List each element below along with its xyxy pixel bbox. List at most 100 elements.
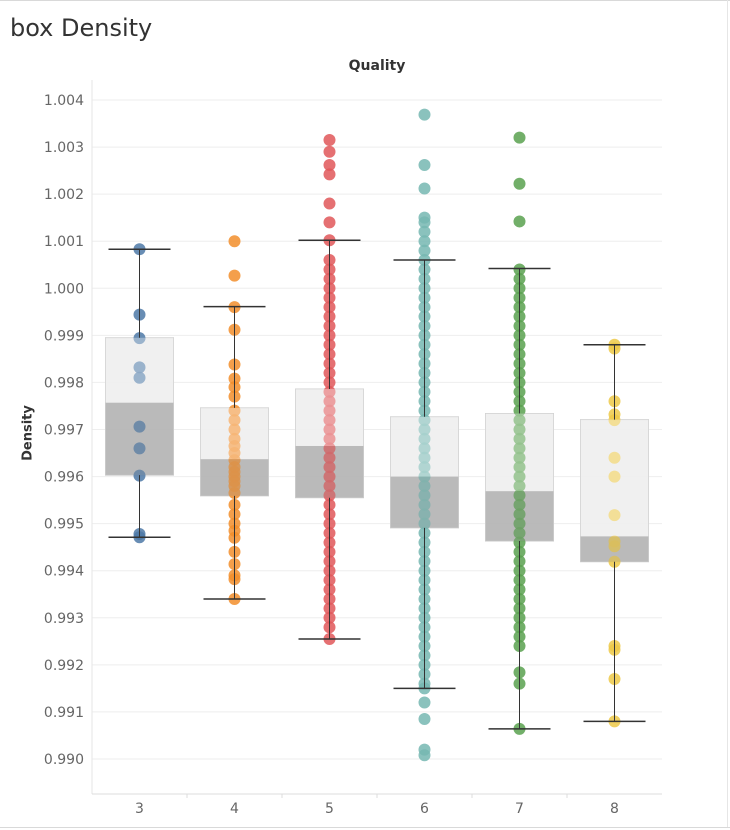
data-point <box>323 489 336 502</box>
data-point <box>513 131 526 144</box>
data-point <box>513 470 526 483</box>
data-point <box>608 470 621 483</box>
data-point <box>133 371 146 384</box>
box-lower-overlay <box>390 476 459 528</box>
data-point <box>418 244 431 257</box>
axes: 0.990 0.991 0.992 0.993 0.994 0.995 0.996 0.997… <box>44 80 662 817</box>
box-upper-overlay <box>200 407 269 460</box>
y-tick-label: 0.991 <box>44 705 84 721</box>
x-tick-label: 6 <box>420 801 429 817</box>
data-point <box>323 216 336 229</box>
data-point <box>418 461 431 474</box>
data-point <box>323 197 336 210</box>
data-point <box>418 479 431 492</box>
data-point <box>513 442 526 455</box>
data-point <box>513 432 526 445</box>
x-tick-label: 7 <box>515 801 524 817</box>
y-tick-label: 1.004 <box>44 93 84 109</box>
data-point <box>228 269 241 282</box>
column-header: Quality <box>348 58 406 74</box>
data-point <box>418 470 431 483</box>
gridlines <box>92 99 662 760</box>
data-point <box>513 517 526 530</box>
x-tick-label: 5 <box>325 801 334 817</box>
data-point <box>513 489 526 502</box>
data-point <box>418 225 431 238</box>
data-point <box>418 451 431 464</box>
data-point <box>323 145 336 158</box>
data-point <box>323 432 336 445</box>
y-tick-label: 0.992 <box>44 658 84 674</box>
data-point <box>133 420 146 433</box>
data-point <box>608 451 621 464</box>
boxes <box>105 337 649 563</box>
y-tick-label: 0.995 <box>44 517 84 533</box>
y-tick-label: 0.999 <box>44 328 84 344</box>
box-upper-overlay <box>580 419 649 537</box>
data-point <box>418 517 431 530</box>
box-lower-overlay <box>105 402 174 476</box>
data-point <box>323 414 336 427</box>
box-lower-overlay <box>485 491 554 542</box>
data-point <box>418 158 431 171</box>
data-point <box>133 361 146 374</box>
data-point <box>418 414 431 427</box>
data-point <box>228 487 241 500</box>
data-point <box>513 508 526 521</box>
y-tick-label: 0.998 <box>44 375 84 391</box>
box-lower-overlay <box>580 536 649 562</box>
data-point <box>513 177 526 190</box>
data-point <box>323 404 336 417</box>
data-point <box>418 712 431 725</box>
y-tick-label: 1.000 <box>44 281 84 297</box>
data-point <box>418 432 431 445</box>
data-point <box>608 509 621 522</box>
data-point <box>608 414 621 427</box>
data-point <box>418 749 431 762</box>
y-tick-label: 0.996 <box>44 470 84 486</box>
y-tick-label: 0.993 <box>44 611 84 627</box>
data-point <box>323 423 336 436</box>
y-tick-label: 0.994 <box>44 564 84 580</box>
data-point <box>133 442 146 455</box>
data-point <box>418 235 431 248</box>
y-tick-label: 1.001 <box>44 234 84 250</box>
y-tick-label: 1.003 <box>44 140 84 156</box>
x-tick-label: 4 <box>230 801 239 817</box>
data-point <box>513 527 526 540</box>
data-point <box>228 414 241 427</box>
data-point <box>228 235 241 248</box>
box-lower-3 <box>105 402 174 476</box>
data-point <box>418 442 431 455</box>
whiskers <box>105 239 649 730</box>
data-point <box>513 498 526 511</box>
worksheet-title: box Density <box>10 14 153 42</box>
data-point <box>513 479 526 492</box>
y-tick-label: 1.002 <box>44 187 84 203</box>
data-point <box>513 451 526 464</box>
data-point <box>323 134 336 147</box>
top-rule <box>0 0 730 1</box>
data-point <box>228 404 241 417</box>
data-point <box>513 215 526 228</box>
data-point <box>513 423 526 436</box>
box-lower-overlay <box>200 459 269 496</box>
y-tick-label: 0.997 <box>44 423 84 439</box>
data-point <box>323 451 336 464</box>
data-point <box>418 108 431 121</box>
y-tick-label: 0.990 <box>44 752 84 768</box>
data-point <box>323 168 336 181</box>
data-point <box>323 470 336 483</box>
box-upper-overlay <box>390 416 459 477</box>
data-point <box>418 216 431 229</box>
data-point <box>323 479 336 492</box>
data-point <box>323 395 336 408</box>
data-point <box>228 423 241 436</box>
data-point <box>418 423 431 436</box>
data-point <box>418 508 431 521</box>
box-upper-overlay <box>485 413 554 492</box>
data-point <box>323 442 336 455</box>
data-point <box>418 182 431 195</box>
data-point <box>418 489 431 502</box>
